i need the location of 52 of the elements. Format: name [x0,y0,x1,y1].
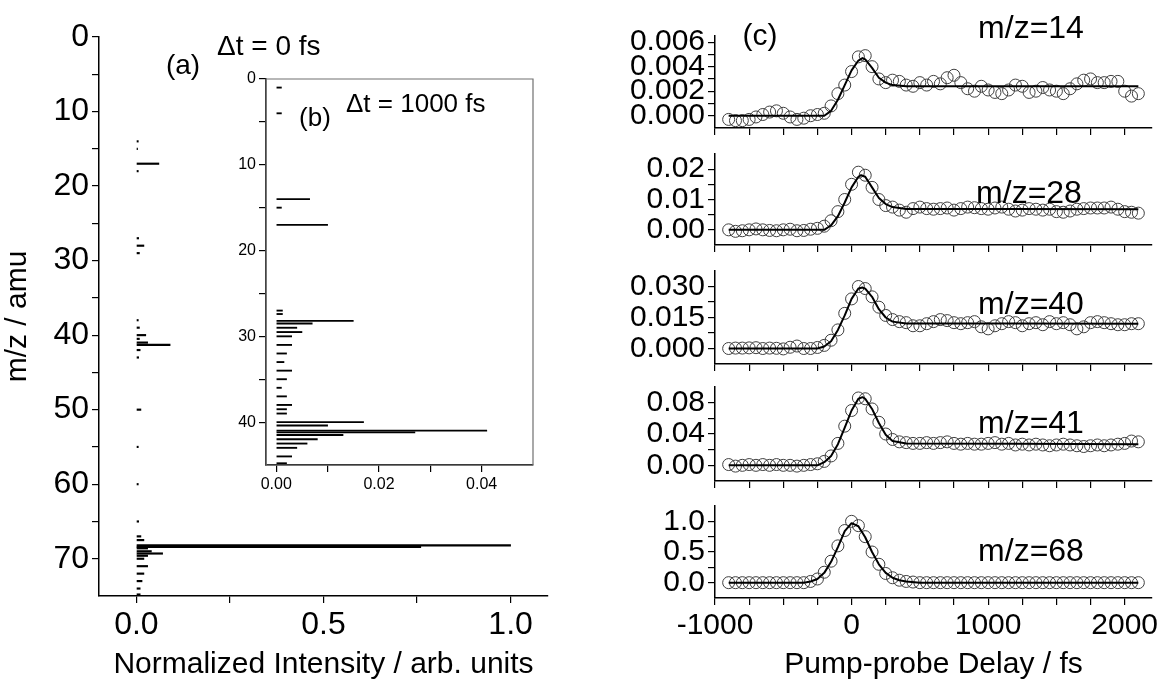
bar [136,565,148,568]
y-tick-label: 70 [53,538,89,575]
x-axis-title: Pump-probe Delay / fs [784,646,1083,680]
y-axis-title: m/z / amu [0,250,33,383]
y-tick-label: 0.04 [646,415,705,449]
annotation: (c) [742,18,778,51]
y-tick-label: 60 [53,464,89,501]
annotation: Δt = 0 fs [217,30,321,61]
annotation: Δt = 1000 fs [346,88,486,118]
annotation: (a) [165,49,201,80]
x-tick-label: 0.04 [466,475,498,493]
y-tick-label: 0 [247,69,257,87]
text: m/z=28 [976,174,1082,210]
x-tick-label: -1000 [676,607,754,641]
y-tick-label: 20 [53,165,89,202]
y-tick-label: 1.0 [663,502,705,536]
bar [136,587,141,590]
y-tick-label: 30 [238,326,257,344]
y-tick-label: 40 [238,412,257,430]
x-tick-label: 0.00 [260,475,292,493]
x-tick-label: 0.02 [363,475,395,493]
bar [136,343,171,346]
y-tick-label: 0 [71,16,89,53]
bar [136,552,163,555]
y-tick-label: 40 [53,314,89,351]
y-tick-label: 0.030 [629,267,705,301]
y-tick-label: 10 [238,155,257,173]
chart-title: m/z=40 [978,285,1084,321]
text: m/z=41 [978,404,1084,440]
x-tick-label: 0.0 [114,605,159,642]
y-tick-label: 0.015 [629,298,705,332]
y-tick-label: 0.08 [646,383,705,417]
bar [136,520,139,523]
annotation: (b) [299,102,331,132]
chart-title: m/z=14 [978,9,1084,45]
y-tick-label: 30 [53,240,89,277]
x-tick-label: 1.0 [488,605,533,642]
x-axis-title: Normalized Intensity / arb. units [113,646,534,680]
text: m/z=68 [978,532,1084,568]
x-tick-label: 1000 [954,607,1022,641]
x-tick-label: 0 [843,607,860,641]
y-tick-label: 0.00 [646,211,705,245]
bar [136,544,511,547]
y-tick-label: 0.000 [629,329,705,363]
y-tick-label: 50 [53,389,89,426]
y-tick-label: 10 [53,91,89,128]
bar [136,356,139,359]
x-tick-label: 0.5 [301,605,346,642]
bar [136,334,147,337]
bar [136,162,160,165]
y-tick-label: 20 [238,240,257,258]
x-tick-label: 2000 [1091,607,1159,641]
